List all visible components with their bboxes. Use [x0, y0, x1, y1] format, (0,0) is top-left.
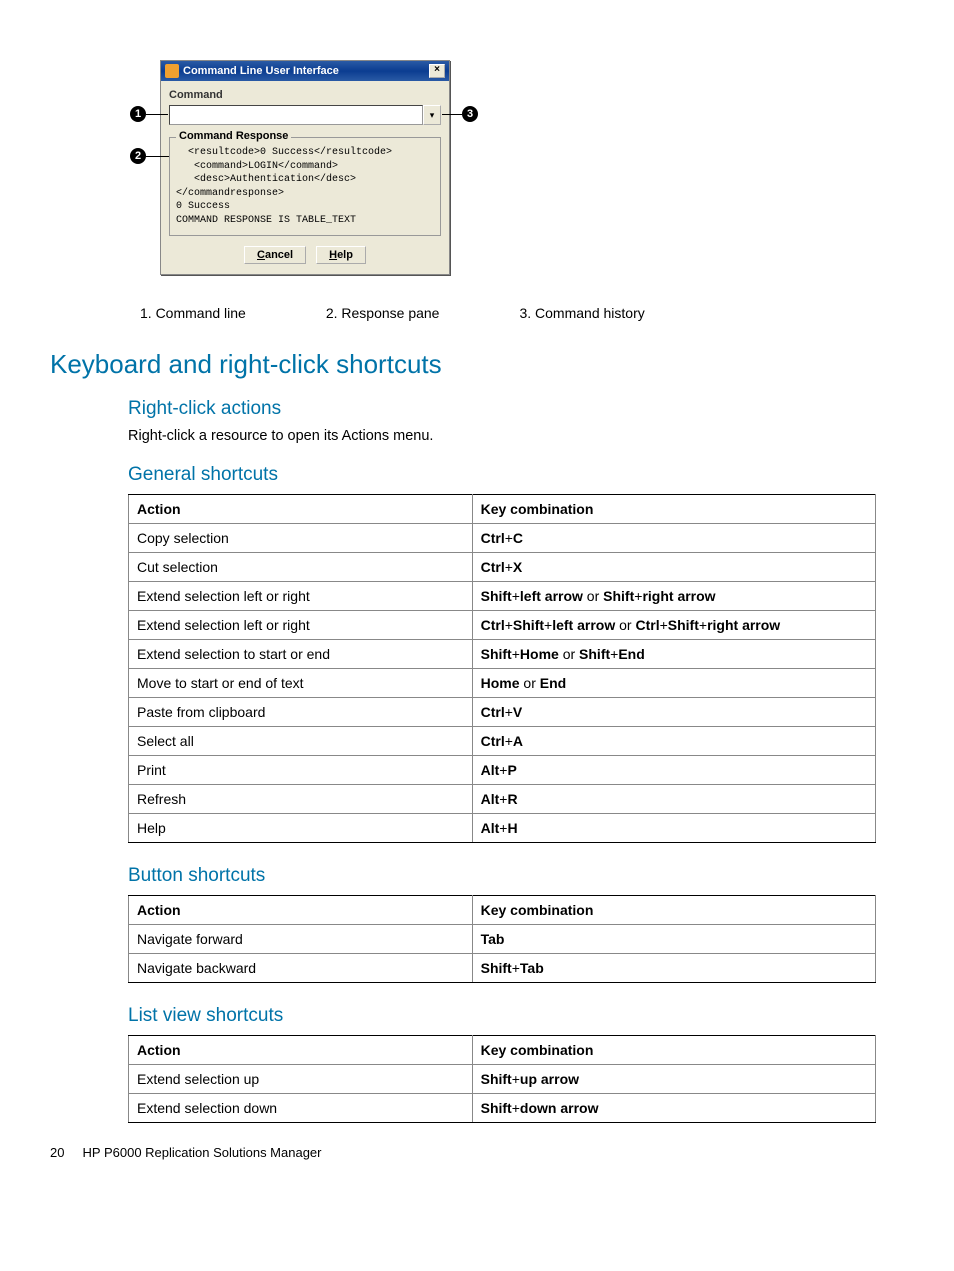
listview-shortcuts-table: Action Key combination Extend selection … [128, 1035, 876, 1123]
history-dropdown-button[interactable]: ▾ [423, 105, 441, 125]
cell-action: Paste from clipboard [129, 698, 473, 727]
cell-key: Ctrl+Shift+left arrow or Ctrl+Shift+righ… [472, 611, 875, 640]
cell-key: Shift+down arrow [472, 1094, 875, 1123]
table-row: Move to start or end of textHome or End [129, 669, 876, 698]
table-row: Navigate forwardTab [129, 925, 876, 954]
table-row: RefreshAlt+R [129, 785, 876, 814]
command-menu-label[interactable]: Command [169, 87, 441, 105]
table-row: HelpAlt+H [129, 814, 876, 843]
callout-legend: 1. Command line 2. Response pane 3. Comm… [140, 305, 904, 321]
rightclick-text: Right-click a resource to open its Actio… [128, 428, 904, 444]
cell-action: Navigate forward [129, 925, 473, 954]
cell-action: Extend selection to start or end [129, 640, 473, 669]
table-row: Select allCtrl+A [129, 727, 876, 756]
col-key: Key combination [472, 896, 875, 925]
table-row: Navigate backwardShift+Tab [129, 954, 876, 983]
cell-action: Print [129, 756, 473, 785]
legend-item-2: 2. Response pane [326, 305, 440, 321]
page-footer: 20 HP P6000 Replication Solutions Manage… [50, 1145, 904, 1160]
cell-key: Alt+H [472, 814, 875, 843]
cell-key: Alt+P [472, 756, 875, 785]
legend-item-1: 1. Command line [140, 305, 246, 321]
table-row: Extend selection left or rightShift+left… [129, 582, 876, 611]
col-action: Action [129, 1036, 473, 1065]
cell-key: Home or End [472, 669, 875, 698]
heading-keyboard-shortcuts: Keyboard and right-click shortcuts [50, 349, 904, 380]
heading-button-shortcuts: Button shortcuts [128, 865, 904, 887]
col-action: Action [129, 896, 473, 925]
cell-key: Ctrl+A [472, 727, 875, 756]
heading-listview-shortcuts: List view shortcuts [128, 1005, 904, 1027]
table-row: Extend selection upShift+up arrow [129, 1065, 876, 1094]
cell-key: Shift+left arrow or Shift+right arrow [472, 582, 875, 611]
dialog-screenshot: 1 2 3 Command Line User Interface × Comm… [160, 60, 480, 275]
cell-key: Alt+R [472, 785, 875, 814]
heading-general-shortcuts: General shortcuts [128, 464, 904, 486]
col-action: Action [129, 495, 473, 524]
page-number: 20 [50, 1145, 64, 1160]
button-shortcuts-table: Action Key combination Navigate forwardT… [128, 895, 876, 983]
cell-action: Move to start or end of text [129, 669, 473, 698]
col-key: Key combination [472, 1036, 875, 1065]
cell-action: Refresh [129, 785, 473, 814]
callout-line [146, 114, 168, 115]
table-row: Extend selection left or rightCtrl+Shift… [129, 611, 876, 640]
heading-rightclick: Right-click actions [128, 398, 904, 420]
response-text: <resultcode>0 Success</resultcode> <comm… [176, 146, 434, 227]
cell-action: Select all [129, 727, 473, 756]
close-button[interactable]: × [429, 64, 445, 78]
table-row: Copy selectionCtrl+C [129, 524, 876, 553]
callout-2: 2 [130, 148, 146, 164]
cell-key: Ctrl+V [472, 698, 875, 727]
cancel-button[interactable]: Cancel [244, 246, 306, 264]
cell-action: Navigate backward [129, 954, 473, 983]
help-button[interactable]: Help [316, 246, 366, 264]
cell-key: Tab [472, 925, 875, 954]
cell-action: Extend selection down [129, 1094, 473, 1123]
callout-3: 3 [462, 106, 478, 122]
cell-action: Extend selection left or right [129, 582, 473, 611]
cell-action: Help [129, 814, 473, 843]
cell-action: Extend selection left or right [129, 611, 473, 640]
footer-title: HP P6000 Replication Solutions Manager [83, 1145, 322, 1160]
dialog-body: Command ▾ Command Response <resultcode>0… [161, 81, 449, 274]
app-icon [165, 64, 179, 78]
cell-key: Ctrl+C [472, 524, 875, 553]
callout-line [442, 114, 462, 115]
response-pane: Command Response <resultcode>0 Success</… [169, 137, 441, 236]
cell-key: Shift+up arrow [472, 1065, 875, 1094]
legend-item-3: 3. Command history [519, 305, 644, 321]
cell-key: Ctrl+X [472, 553, 875, 582]
table-row: Extend selection to start or endShift+Ho… [129, 640, 876, 669]
dialog-titlebar: Command Line User Interface × [161, 61, 449, 81]
cell-key: Shift+Tab [472, 954, 875, 983]
cell-action: Copy selection [129, 524, 473, 553]
dialog-window: Command Line User Interface × Command ▾ … [160, 60, 450, 275]
response-legend: Command Response [176, 130, 291, 142]
table-row: Extend selection downShift+down arrow [129, 1094, 876, 1123]
dialog-title: Command Line User Interface [183, 65, 339, 77]
command-input[interactable] [169, 105, 423, 125]
general-shortcuts-table: Action Key combination Copy selectionCtr… [128, 494, 876, 843]
table-row: PrintAlt+P [129, 756, 876, 785]
col-key: Key combination [472, 495, 875, 524]
cell-key: Shift+Home or Shift+End [472, 640, 875, 669]
cell-action: Extend selection up [129, 1065, 473, 1094]
table-row: Paste from clipboardCtrl+V [129, 698, 876, 727]
callout-1: 1 [130, 106, 146, 122]
table-row: Cut selectionCtrl+X [129, 553, 876, 582]
cell-action: Cut selection [129, 553, 473, 582]
